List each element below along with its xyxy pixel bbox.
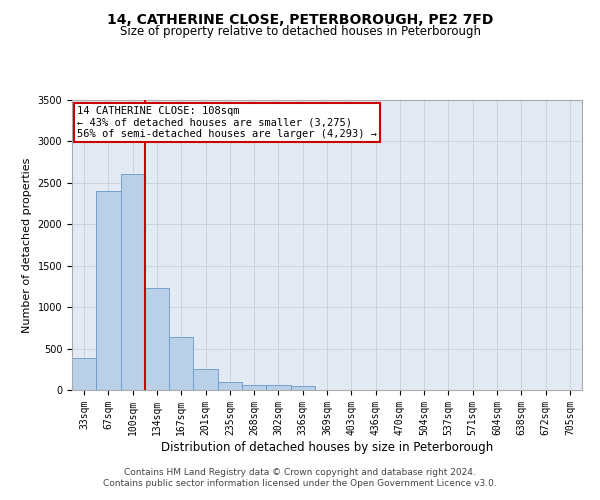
Bar [169,337,193,390]
Bar [218,382,242,390]
Bar [145,288,169,390]
Bar [242,384,266,390]
Y-axis label: Number of detached properties: Number of detached properties [22,158,32,332]
Text: Contains HM Land Registry data © Crown copyright and database right 2024.
Contai: Contains HM Land Registry data © Crown c… [103,468,497,487]
Bar [266,386,290,390]
Bar [121,174,145,390]
Text: Size of property relative to detached houses in Peterborough: Size of property relative to detached ho… [119,25,481,38]
Bar [72,358,96,390]
Bar [290,386,315,390]
X-axis label: Distribution of detached houses by size in Peterborough: Distribution of detached houses by size … [161,440,493,454]
Bar [96,191,121,390]
Text: 14, CATHERINE CLOSE, PETERBOROUGH, PE2 7FD: 14, CATHERINE CLOSE, PETERBOROUGH, PE2 7… [107,12,493,26]
Text: 14 CATHERINE CLOSE: 108sqm
← 43% of detached houses are smaller (3,275)
56% of s: 14 CATHERINE CLOSE: 108sqm ← 43% of deta… [77,106,377,139]
Bar [193,370,218,390]
